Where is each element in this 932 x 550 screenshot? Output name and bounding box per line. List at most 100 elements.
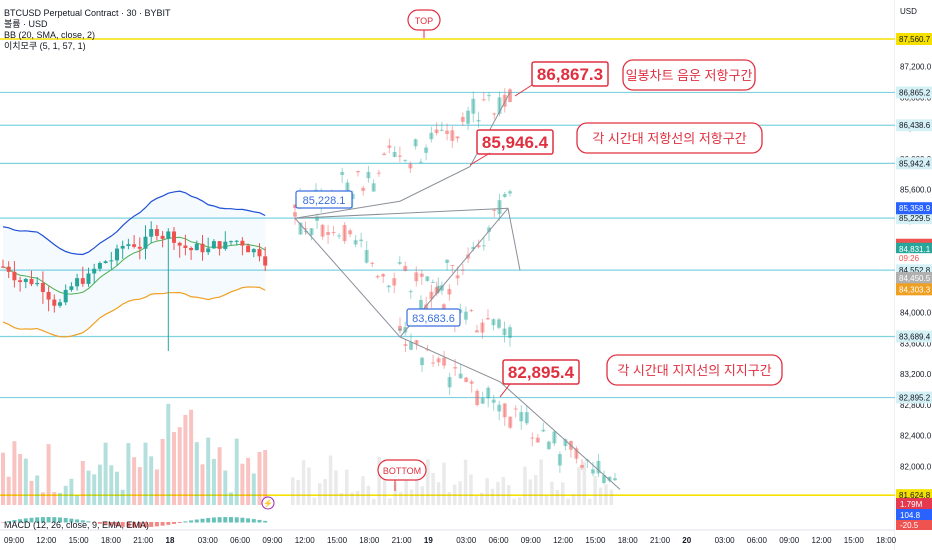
candle[interactable] (23, 277, 28, 289)
candle[interactable] (257, 243, 262, 262)
candle[interactable] (166, 228, 171, 352)
macd-bar (6, 521, 11, 523)
note-daily-resistance-box[interactable] (622, 59, 756, 91)
candle[interactable] (46, 286, 51, 312)
volume-bar (63, 485, 68, 505)
projection-candle (486, 385, 491, 408)
macd-bar (189, 520, 194, 523)
candle[interactable] (126, 238, 131, 250)
projection-body (557, 454, 562, 466)
candle[interactable] (69, 282, 74, 292)
candle[interactable] (263, 247, 268, 272)
candle[interactable] (97, 261, 102, 272)
projection-candle (557, 451, 562, 473)
volume-bar (40, 492, 45, 505)
volume-bar-projected (480, 492, 484, 505)
candle-body (206, 248, 211, 253)
candle[interactable] (132, 235, 137, 249)
candle[interactable] (194, 240, 199, 251)
volume-bar (18, 453, 23, 505)
x-tick-27: 18:00 (876, 536, 897, 545)
x-tick-1: 12:00 (36, 536, 57, 545)
price-label-82895-box[interactable] (502, 359, 580, 385)
projection-body (337, 235, 342, 237)
candle[interactable] (109, 252, 114, 270)
note-support-zone-box[interactable] (606, 354, 783, 386)
candle[interactable] (183, 234, 188, 256)
x-tick-17: 12:00 (553, 536, 574, 545)
candle[interactable] (58, 298, 62, 308)
candle[interactable] (217, 240, 222, 256)
candle[interactable] (206, 237, 211, 256)
macd-bar (263, 520, 268, 523)
bb-indicator-label[interactable]: BB (20, SMA, close, 2) (4, 30, 96, 40)
macd-bar (132, 522, 137, 528)
candle[interactable] (86, 267, 91, 287)
candle[interactable] (52, 294, 57, 313)
candle[interactable] (40, 271, 45, 304)
candle[interactable] (149, 221, 154, 244)
candle-body (229, 241, 233, 243)
candle[interactable] (6, 261, 11, 279)
projection-candle (326, 224, 331, 244)
projection-candle (376, 169, 381, 177)
candle[interactable] (246, 243, 251, 253)
trend-line-down[interactable] (294, 217, 621, 490)
projection-candle (418, 158, 423, 163)
macd-bar (23, 518, 28, 523)
candle[interactable] (251, 248, 256, 258)
blue-label-85228-box[interactable] (295, 190, 353, 209)
candle[interactable] (229, 240, 233, 246)
price-label-86867-box[interactable] (531, 61, 609, 87)
candle[interactable] (137, 237, 142, 260)
candle[interactable] (18, 276, 23, 292)
bb-lower-line[interactable] (2, 286, 266, 338)
volume-bar-projected (501, 477, 506, 505)
volume-bar (6, 476, 11, 505)
bottom-marker-box[interactable] (377, 459, 427, 481)
projection-candle (460, 112, 465, 126)
projection-candle (508, 324, 512, 347)
candle[interactable] (120, 240, 125, 259)
macd-indicator-label[interactable]: MACD (12, 26, close, 9, EMA, EMA) (4, 520, 150, 530)
candle[interactable] (234, 240, 239, 246)
candle[interactable] (143, 225, 148, 260)
candle[interactable] (29, 270, 34, 287)
volume-bar-projected (534, 475, 538, 505)
projection-candle (340, 167, 345, 183)
candle[interactable] (115, 244, 119, 266)
volume-bar (223, 470, 228, 505)
candle[interactable] (200, 235, 205, 261)
candle[interactable] (223, 231, 228, 251)
candle[interactable] (103, 260, 108, 264)
candle[interactable] (189, 246, 194, 260)
candle[interactable] (63, 284, 68, 306)
x-tick-24: 09:00 (779, 536, 800, 545)
candle[interactable] (1, 259, 5, 269)
candle[interactable] (177, 241, 182, 258)
candle[interactable] (75, 273, 80, 291)
candle[interactable] (211, 239, 216, 249)
candle[interactable] (154, 225, 159, 241)
blue-label-83683-box[interactable] (406, 308, 461, 327)
price-label-85946-box[interactable] (476, 129, 554, 155)
candle[interactable] (160, 231, 165, 248)
candle[interactable] (92, 263, 97, 283)
note-resistance-zone-box[interactable] (576, 122, 763, 154)
bb-upper-line[interactable] (2, 190, 266, 256)
candle[interactable] (35, 276, 40, 287)
volume-bar (172, 432, 176, 505)
candle[interactable] (80, 266, 85, 287)
projection-candle (386, 284, 391, 293)
candle[interactable] (12, 261, 17, 288)
candle[interactable] (240, 237, 245, 256)
lightning-icon[interactable] (261, 496, 275, 510)
ichimoku-indicator-label[interactable]: 이치모쿠 (5, 1, 57, 1) (4, 41, 86, 51)
x-tick-6: 03:00 (198, 536, 219, 545)
volume-indicator-label[interactable]: 볼륨 · USD (4, 19, 48, 29)
macd-bar (223, 517, 228, 523)
candle[interactable] (172, 227, 176, 251)
macd-bar (183, 521, 188, 523)
volume-bar-projected (296, 480, 300, 505)
